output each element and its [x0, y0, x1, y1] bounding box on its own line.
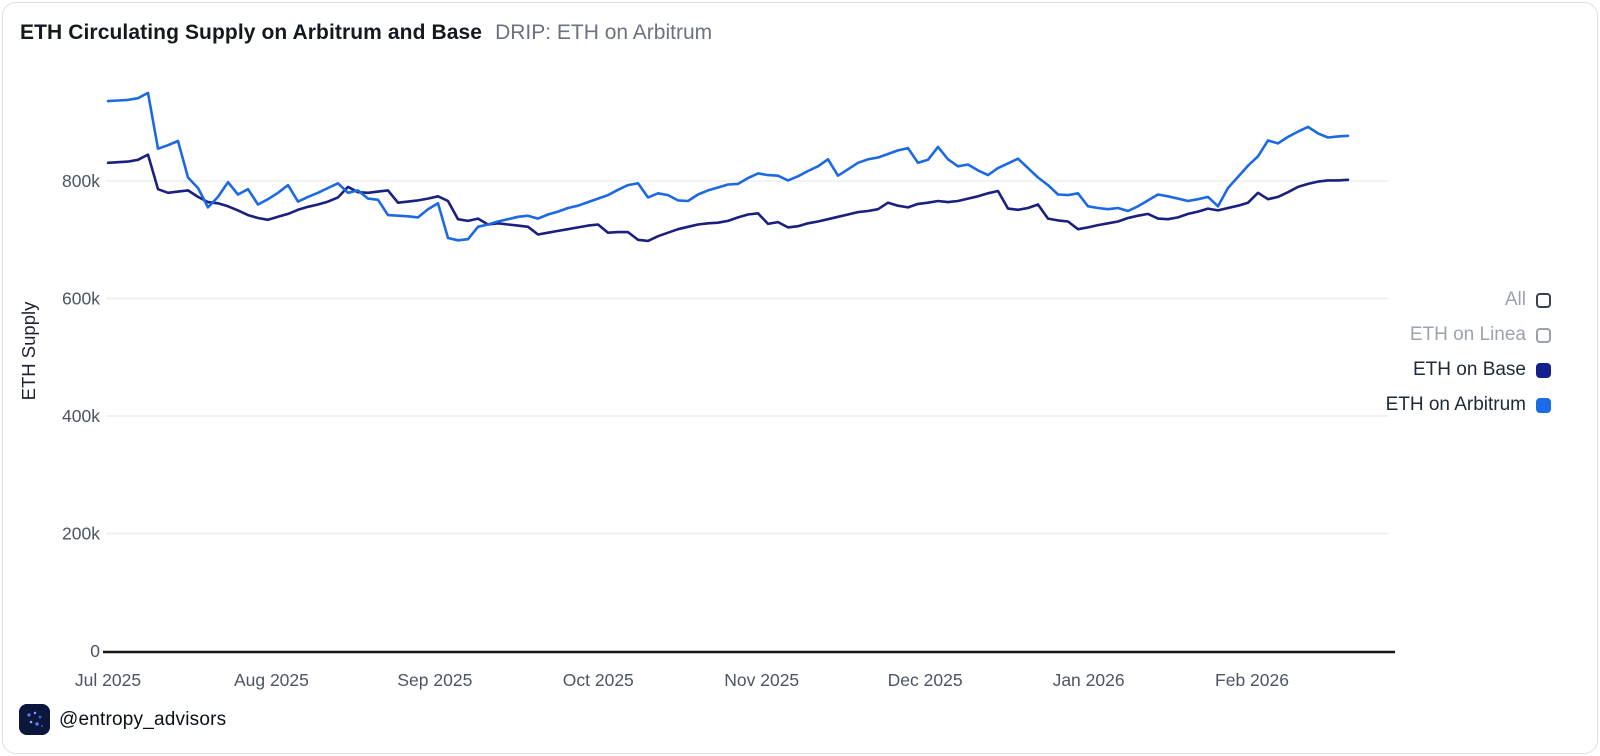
- legend-item-eth-on-linea[interactable]: ETH on Linea: [1410, 324, 1551, 346]
- chart-header: ETH Circulating Supply on Arbitrum and B…: [20, 21, 712, 45]
- legend-checkbox-eth-on-base-icon[interactable]: [1536, 362, 1551, 378]
- x-tick-label: Jan 2026: [1053, 670, 1125, 690]
- x-tick-label: Aug 2025: [234, 670, 309, 690]
- legend-item-all[interactable]: All: [1505, 289, 1551, 311]
- y-tick-label: 0: [90, 641, 100, 661]
- entropy-advisors-logo-icon: [19, 704, 50, 735]
- series-line-eth-on-arbitrum: [106, 91, 1350, 242]
- legend-label-all: All: [1504, 289, 1526, 310]
- y-tick-label: 600k: [62, 289, 100, 309]
- supply-line-chart: 0 200k 400k 600k 800k Jul 2025 Aug 2025 Sep 202…: [18, 91, 1395, 690]
- legend-label-eth-on-base: ETH on Base: [1413, 359, 1526, 380]
- legend-item-eth-on-arbitrum[interactable]: ETH on Arbitrum: [1386, 394, 1551, 416]
- chart-title: ETH Circulating Supply on Arbitrum and B…: [20, 21, 483, 44]
- x-tick-label: Dec 2025: [888, 670, 963, 690]
- x-tick-label: Oct 2025: [563, 670, 634, 690]
- y-tick-label: 400k: [62, 406, 100, 426]
- y-tick-label: 200k: [62, 524, 100, 544]
- x-tick-label: Sep 2025: [397, 670, 472, 690]
- series-line-eth-on-base: [106, 153, 1350, 243]
- y-tick-label: 800k: [62, 171, 100, 191]
- x-tick-label: Nov 2025: [724, 670, 799, 690]
- legend-label-eth-on-linea: ETH on Linea: [1409, 324, 1526, 345]
- legend-checkbox-eth-on-arbitrum-icon[interactable]: [1536, 397, 1551, 413]
- chart-legend: All ETH on Linea ETH on Base ETH on Arbi…: [1386, 289, 1551, 416]
- attribution-footer: @entropy_advisors: [19, 704, 226, 735]
- attribution-handle: @entropy_advisors: [59, 708, 227, 730]
- legend-label-eth-on-arbitrum: ETH on Arbitrum: [1385, 394, 1526, 415]
- x-tick-label: Feb 2026: [1215, 670, 1289, 690]
- legend-checkbox-eth-on-linea-icon[interactable]: [1536, 327, 1551, 343]
- legend-checkbox-all-icon[interactable]: [1536, 292, 1551, 308]
- y-axis-title: ETH Supply: [18, 301, 39, 400]
- x-tick-label: Jul 2025: [75, 670, 141, 690]
- chart-subtitle: DRIP: ETH on Arbitrum: [495, 21, 713, 44]
- legend-item-eth-on-base[interactable]: ETH on Base: [1413, 359, 1551, 381]
